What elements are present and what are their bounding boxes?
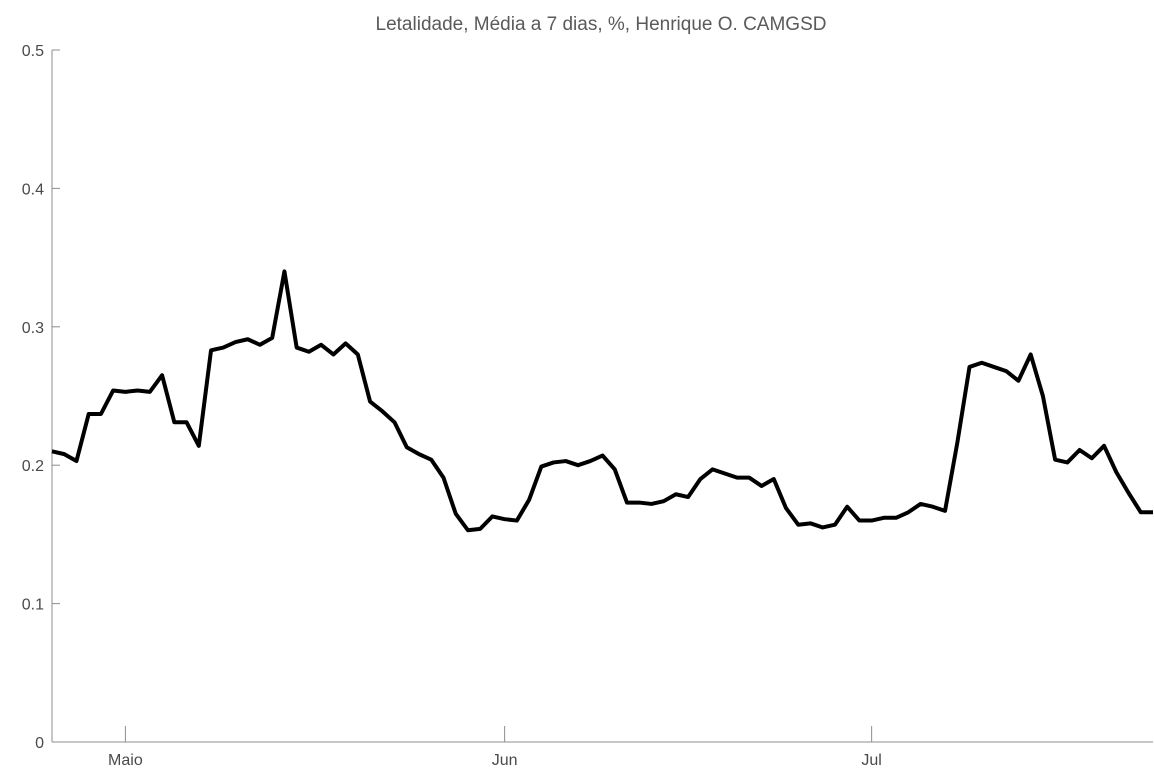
y-tick-label: 0.4 [22, 181, 44, 198]
x-tick-label: Jun [492, 752, 518, 769]
y-tick-label: 0.5 [22, 43, 44, 60]
axes [51, 50, 1153, 743]
y-tick-label: 0.1 [22, 597, 44, 614]
chart-title: Letalidade, Média a 7 dias, %, Henrique … [376, 14, 827, 35]
x-tick-label: Jul [861, 752, 881, 769]
y-tick-label: 0.3 [22, 320, 44, 337]
x-tick-label: Maio [108, 752, 143, 769]
y-tick-label: 0 [35, 735, 44, 752]
y-tick-label: 0.2 [22, 458, 44, 475]
series-layer [51, 269, 1153, 533]
y-axis-ticks: 0 0.1 0.2 0.3 0.4 0.5 [22, 43, 60, 752]
x-axis-ticks: Maio Jun Jul [108, 726, 882, 769]
series-line [51, 269, 1153, 533]
